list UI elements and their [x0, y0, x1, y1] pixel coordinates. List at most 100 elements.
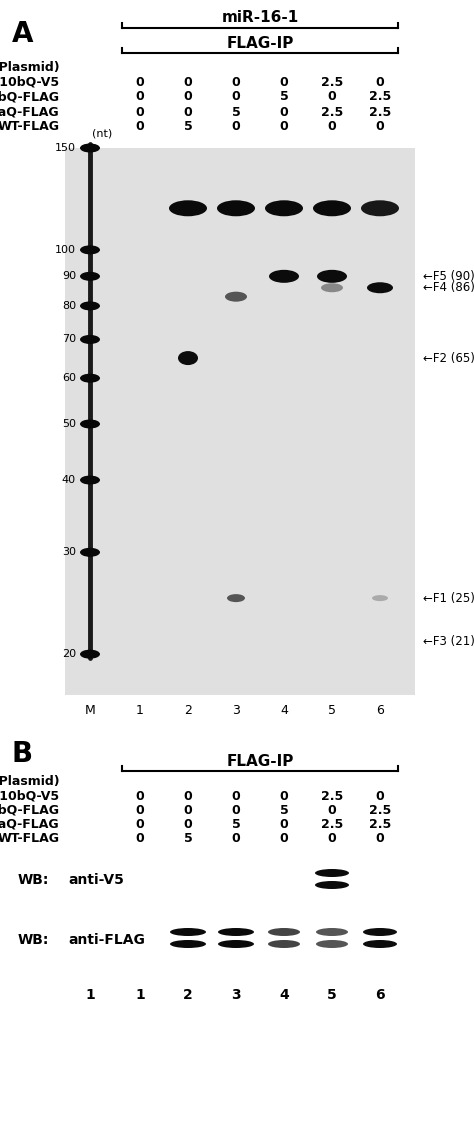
Text: 2.5: 2.5: [369, 818, 391, 830]
Text: 0: 0: [232, 91, 240, 103]
Text: FLAG-IP: FLAG-IP: [226, 36, 294, 51]
Text: anti-FLAG: anti-FLAG: [68, 932, 145, 947]
Text: 0: 0: [280, 818, 288, 830]
Text: 0: 0: [183, 818, 192, 830]
Ellipse shape: [227, 594, 245, 602]
Ellipse shape: [268, 928, 300, 936]
Ellipse shape: [265, 201, 303, 216]
Text: WB:: WB:: [18, 874, 49, 887]
Ellipse shape: [317, 270, 347, 283]
Text: 0: 0: [280, 790, 288, 802]
Text: 0: 0: [136, 91, 145, 103]
Text: 0: 0: [136, 803, 145, 817]
Text: WT-FLAG: WT-FLAG: [0, 120, 60, 134]
Ellipse shape: [80, 301, 100, 310]
Text: 0: 0: [183, 790, 192, 802]
Ellipse shape: [80, 246, 100, 255]
Text: 6: 6: [376, 705, 384, 717]
Ellipse shape: [81, 548, 99, 556]
Ellipse shape: [80, 476, 100, 485]
Text: 5: 5: [183, 832, 192, 844]
Ellipse shape: [217, 201, 255, 216]
Text: 0: 0: [136, 832, 145, 844]
Ellipse shape: [80, 272, 100, 281]
Text: ←F3 (21): ←F3 (21): [423, 636, 474, 648]
Text: 0: 0: [328, 832, 337, 844]
Text: 2.5: 2.5: [369, 105, 391, 119]
Text: 0: 0: [136, 120, 145, 134]
Ellipse shape: [80, 374, 100, 383]
Text: 0: 0: [232, 120, 240, 134]
Text: 0: 0: [280, 105, 288, 119]
Text: 0: 0: [232, 790, 240, 802]
Ellipse shape: [225, 291, 247, 301]
Text: 5: 5: [183, 120, 192, 134]
Text: ←F2 (65): ←F2 (65): [423, 351, 474, 365]
Text: 0: 0: [375, 120, 384, 134]
Text: 60: 60: [62, 373, 76, 383]
Text: M: M: [85, 705, 95, 717]
Ellipse shape: [372, 595, 388, 602]
Text: 1: 1: [135, 988, 145, 1002]
Text: (μg  Plasmid): (μg Plasmid): [0, 61, 60, 75]
Ellipse shape: [218, 940, 254, 948]
Ellipse shape: [81, 246, 99, 254]
Text: 4: 4: [280, 705, 288, 717]
Text: E110bQ-V5: E110bQ-V5: [0, 76, 60, 88]
Text: 6: 6: [375, 988, 385, 1002]
Text: 20: 20: [62, 649, 76, 659]
Ellipse shape: [169, 201, 207, 216]
Bar: [65, 148, 415, 695]
Ellipse shape: [170, 928, 206, 936]
Text: 70: 70: [62, 334, 76, 344]
Ellipse shape: [80, 144, 100, 153]
Ellipse shape: [81, 476, 99, 484]
Text: WB:: WB:: [18, 932, 49, 947]
Text: 2.5: 2.5: [321, 790, 343, 802]
Text: 5: 5: [280, 91, 288, 103]
Text: 0: 0: [375, 790, 384, 802]
Ellipse shape: [316, 940, 348, 948]
Ellipse shape: [81, 335, 99, 343]
Text: 0: 0: [375, 832, 384, 844]
Ellipse shape: [80, 419, 100, 428]
Text: B: B: [12, 740, 33, 768]
Text: 0: 0: [232, 832, 240, 844]
Text: 0: 0: [183, 105, 192, 119]
Text: 2.5: 2.5: [321, 818, 343, 830]
Text: 0: 0: [183, 76, 192, 88]
Text: 5: 5: [232, 105, 240, 119]
Text: 100: 100: [55, 245, 76, 255]
Text: 0: 0: [280, 120, 288, 134]
Text: 0: 0: [328, 91, 337, 103]
Text: (nt): (nt): [92, 128, 112, 138]
Text: 80: 80: [62, 301, 76, 310]
Ellipse shape: [218, 928, 254, 936]
Ellipse shape: [363, 940, 397, 948]
Text: 2.5: 2.5: [321, 105, 343, 119]
Ellipse shape: [81, 144, 99, 152]
Text: 0: 0: [136, 818, 145, 830]
Text: 0: 0: [280, 76, 288, 88]
Text: 5: 5: [327, 988, 337, 1002]
Text: 5: 5: [280, 803, 288, 817]
Text: 2.5: 2.5: [369, 803, 391, 817]
Ellipse shape: [80, 649, 100, 658]
Ellipse shape: [80, 335, 100, 344]
Text: 30: 30: [62, 547, 76, 557]
Text: 1: 1: [136, 705, 144, 717]
Text: 2.5: 2.5: [369, 91, 391, 103]
Text: ←F1 (25): ←F1 (25): [423, 591, 474, 605]
Ellipse shape: [81, 301, 99, 310]
Text: 0: 0: [328, 803, 337, 817]
Text: ←F4 (86): ←F4 (86): [423, 281, 474, 295]
Ellipse shape: [268, 940, 300, 948]
Ellipse shape: [315, 869, 349, 877]
Text: E110bQ-FLAG: E110bQ-FLAG: [0, 91, 60, 103]
Text: 150: 150: [55, 143, 76, 153]
Ellipse shape: [361, 201, 399, 216]
Text: 0: 0: [232, 76, 240, 88]
Ellipse shape: [313, 201, 351, 216]
Text: E110aQ-FLAG: E110aQ-FLAG: [0, 818, 60, 830]
Ellipse shape: [81, 374, 99, 382]
